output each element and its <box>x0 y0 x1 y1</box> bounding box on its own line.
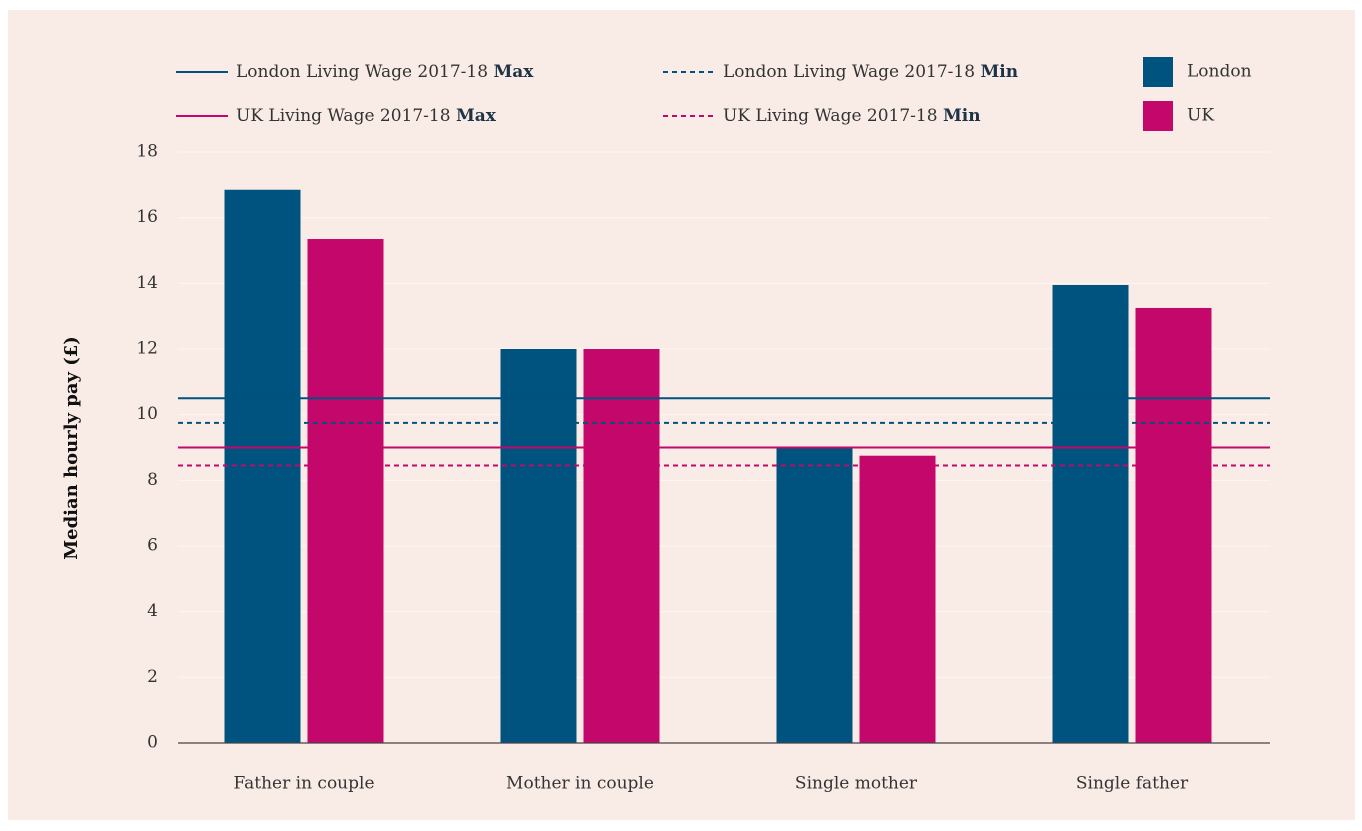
legend-name: London Living Wage 2017-18 <box>236 62 488 82</box>
bar <box>1052 284 1129 743</box>
legend-qualifier: Min <box>980 62 1018 82</box>
legend-name: UK Living Wage 2017-18 <box>723 106 938 126</box>
y-tick-label: 4 <box>147 601 158 621</box>
y-tick-label: 18 <box>136 142 158 162</box>
bar <box>859 455 936 743</box>
legend-label: UK Living Wage 2017-18 Min <box>723 106 981 126</box>
x-tick-label: Mother in couple <box>506 774 654 794</box>
x-tick-label: Single father <box>1076 774 1189 794</box>
y-tick-label: 12 <box>136 339 158 359</box>
legend-label: London Living Wage 2017-18 Min <box>723 62 1018 82</box>
legend-qualifier: Min <box>943 106 981 126</box>
legend-qualifier: Max <box>493 62 534 82</box>
y-tick-label: 8 <box>147 470 158 490</box>
legend-name: UK Living Wage 2017-18 <box>236 106 451 126</box>
y-axis-label: Median hourly pay (£) <box>61 336 82 560</box>
x-tick-label: Father in couple <box>233 774 374 794</box>
bar <box>307 239 384 743</box>
bar <box>1135 307 1212 743</box>
legend-label: London <box>1187 62 1252 82</box>
y-tick-label: 0 <box>147 733 158 753</box>
legend-label: London Living Wage 2017-18 Max <box>236 62 534 82</box>
legend-label: UK <box>1187 106 1214 126</box>
legend-swatch <box>1143 101 1173 131</box>
legend-label: UK Living Wage 2017-18 Max <box>236 106 497 126</box>
x-tick-label: Single mother <box>795 774 918 794</box>
bar <box>500 349 577 743</box>
legend-qualifier: Max <box>456 106 497 126</box>
y-tick-label: 2 <box>147 667 158 687</box>
legend-swatch <box>1143 57 1173 87</box>
y-tick-label: 14 <box>136 273 158 293</box>
legend-name: London Living Wage 2017-18 <box>723 62 975 82</box>
y-tick-label: 10 <box>136 404 158 424</box>
y-tick-label: 16 <box>136 207 158 227</box>
y-tick-label: 6 <box>147 536 158 556</box>
bar <box>583 349 660 743</box>
bar <box>776 447 853 743</box>
